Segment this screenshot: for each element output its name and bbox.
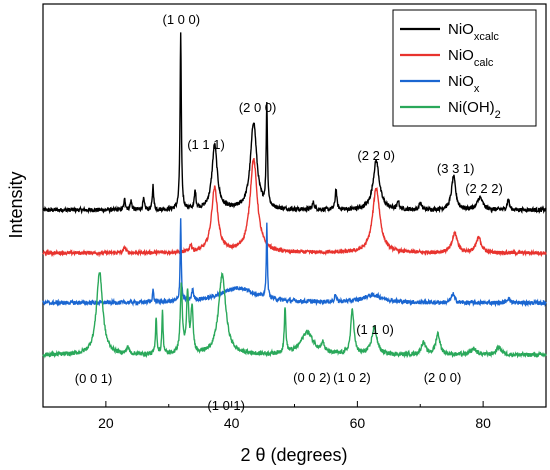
- peak-annotation: (1 1 0): [356, 322, 394, 337]
- legend-label: NiOxcalc: [448, 21, 499, 43]
- x-tick-label: 20: [98, 415, 114, 431]
- peak-annotation: (2 0 0): [239, 100, 277, 115]
- peak-annotation: (3 3 1): [437, 161, 475, 176]
- peak-annotation: (1 0 1): [207, 398, 245, 413]
- peak-annotation: (0 0 2): [293, 370, 331, 385]
- peak-annotation: (2 0 0): [424, 370, 462, 385]
- tick-layer: 20 40 60 80: [42, 401, 547, 431]
- peak-annotation: (1 1 1): [187, 137, 225, 152]
- series-layer: [42, 32, 547, 359]
- legend-label: NiOx: [448, 73, 480, 95]
- peak-annotation: (1 0 0): [163, 12, 201, 27]
- peak-annotation: (0 0 1): [75, 371, 113, 386]
- x-tick-label: 60: [350, 415, 366, 431]
- x-tick-label: 80: [475, 415, 491, 431]
- x-tick-label: 40: [224, 415, 240, 431]
- legend: NiOxcalc NiOcalc NiOx Ni(OH)2: [392, 9, 537, 127]
- y-axis-title: Intensity: [6, 171, 26, 238]
- series-line-3: [42, 271, 547, 359]
- series-line-1: [42, 158, 547, 258]
- peak-annotation: (1 0 2): [333, 370, 371, 385]
- peak-annotation: (2 2 2): [465, 181, 503, 196]
- annotation-layer: (1 0 0) (2 0 0) (1 1 1) (2 2 0) (3 3 1) (2 2 …: [75, 12, 503, 413]
- peak-annotation: (2 2 0): [357, 148, 395, 163]
- series-line-0: [42, 32, 547, 215]
- legend-label: NiOcalc: [448, 47, 494, 69]
- x-axis-title: 2 θ (degrees): [240, 445, 347, 465]
- series-line-2: [42, 218, 547, 308]
- legend-label: Ni(OH)2: [448, 99, 501, 121]
